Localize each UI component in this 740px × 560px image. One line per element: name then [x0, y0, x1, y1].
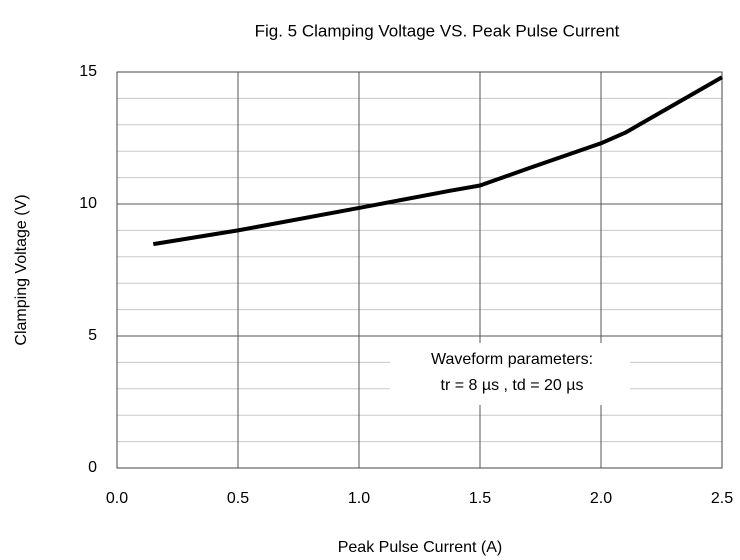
x-tick-label: 1.0 [348, 490, 370, 507]
y-axis-label: Clamping Voltage (V) [13, 194, 30, 345]
annotation: tr = 8 µs , td = 20 µs [441, 377, 584, 394]
annotation-box [390, 343, 630, 405]
y-tick-label: 0 [88, 459, 97, 476]
y-tick-label: 5 [88, 327, 97, 344]
chart-title: Fig. 5 Clamping Voltage VS. Peak Pulse C… [255, 21, 620, 40]
x-tick-label: 2.5 [711, 490, 733, 507]
line [152, 75, 723, 247]
y-tick-label: 10 [79, 195, 97, 212]
x-tick-label: 1.5 [469, 490, 491, 507]
annotation: Waveform parameters: [431, 351, 593, 368]
x-tick-label: 0.5 [227, 490, 249, 507]
plot-border [116, 71, 723, 469]
x-tick-label: 2.0 [590, 490, 612, 507]
x-axis-label: Peak Pulse Current (A) [338, 539, 503, 556]
x-tick-label: 0.0 [106, 490, 128, 507]
y-tick-label: 15 [79, 63, 97, 80]
